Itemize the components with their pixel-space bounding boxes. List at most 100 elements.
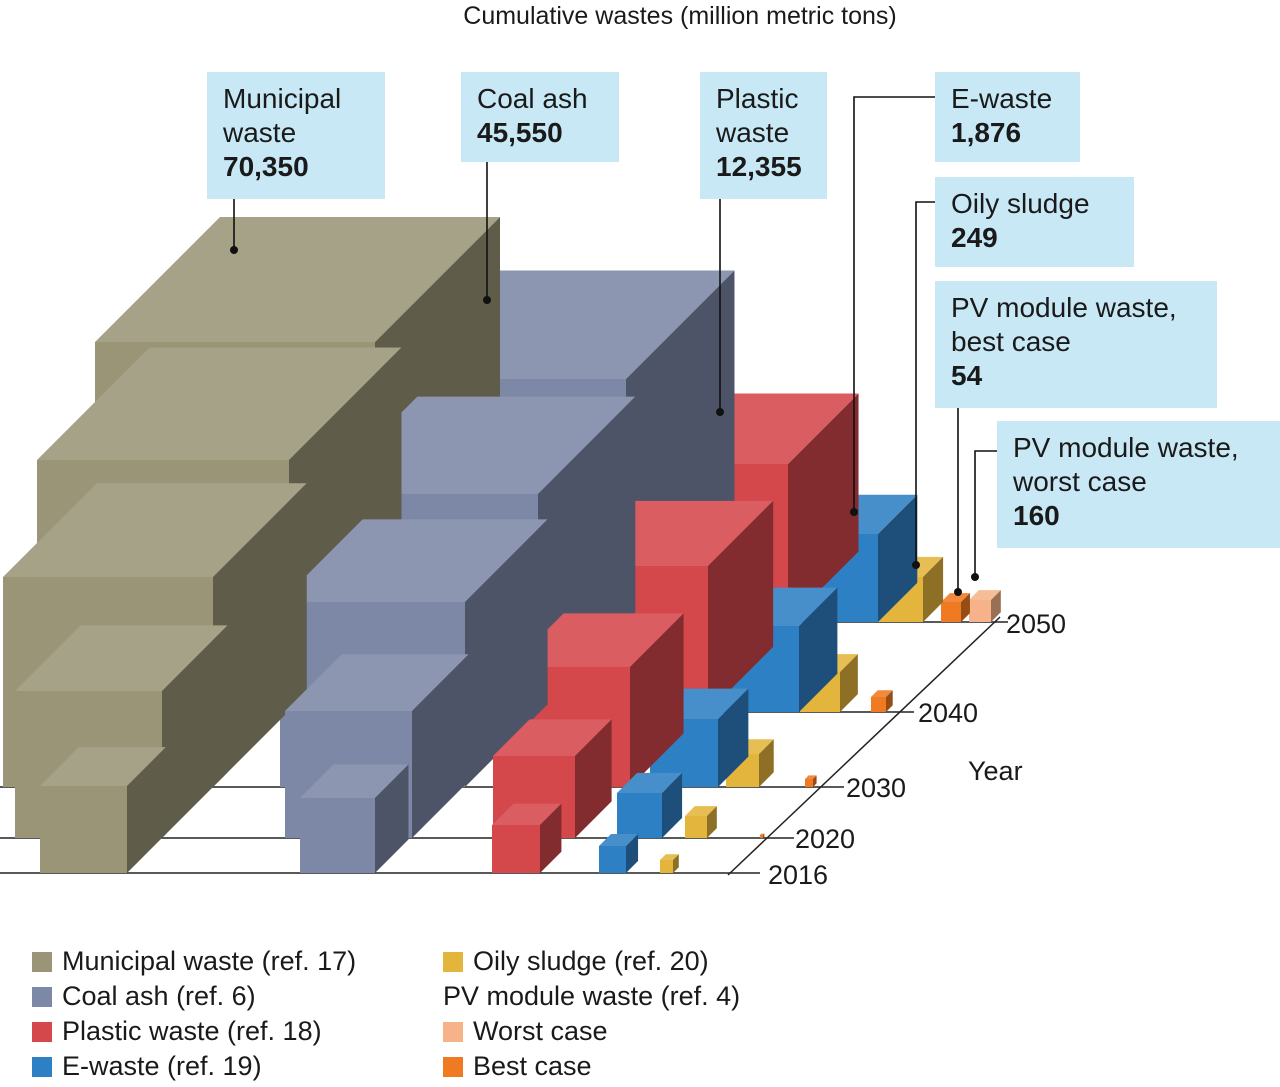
callout-name-line: worst case (1013, 466, 1147, 497)
cube-top (599, 833, 639, 846)
cube-side (465, 519, 548, 787)
legend-swatch (32, 987, 52, 1007)
callout-name-line: Oily sludge (951, 188, 1090, 219)
callout-value: 45,550 (477, 117, 563, 148)
cube-pv_worst-2050 (969, 590, 1001, 622)
callout-name-line: E-waste (951, 83, 1053, 114)
cube-top (510, 613, 684, 667)
cube-side (673, 854, 679, 873)
cube-side (718, 688, 749, 787)
cube-top (40, 747, 166, 786)
legend-item-oily: Oily sludge (ref. 20) (443, 944, 740, 979)
chart-title: Cumulative wastes (million metric tons) (463, 2, 897, 30)
cube-pv_best-2050 (941, 593, 970, 622)
cube-side (923, 556, 944, 622)
cube-front (941, 602, 961, 622)
cube-pv_best-2020 (760, 833, 765, 838)
legend-swatch (443, 1022, 463, 1042)
cube-side (763, 833, 765, 838)
cube-side (127, 747, 166, 873)
leader-ewaste (853, 96, 935, 512)
year-label-2016: 2016 (768, 860, 829, 890)
legend-swatch (32, 1022, 52, 1042)
legend-swatch (443, 952, 463, 972)
cube-plastic-2016 (492, 803, 562, 873)
callout-name-line: PV module waste, (1013, 432, 1239, 463)
legend-item-plastic: Plastic waste (ref. 18) (32, 1014, 356, 1049)
callout-plastic: Plastic waste 12,355 (700, 72, 827, 199)
legend-item-municipal: Municipal waste (ref. 17) (32, 944, 356, 979)
callout-name-line: waste (223, 117, 297, 148)
callout-value: 160 (1013, 500, 1060, 531)
cube-front (969, 600, 991, 622)
year-label-2030: 2030 (846, 773, 907, 803)
callout-name-line: Municipal (223, 83, 342, 114)
cube-side (707, 806, 717, 838)
cube-side (886, 690, 893, 712)
cube-front (492, 825, 540, 873)
callout-municipal: Municipal waste 70,350 (207, 72, 385, 199)
year-label-2040: 2040 (918, 698, 979, 728)
year-label-2050: 2050 (1006, 609, 1067, 639)
cube-side (878, 494, 918, 622)
cube-side (375, 764, 409, 873)
cube-top (660, 854, 679, 860)
cube-side (813, 775, 817, 787)
legend-label: Plastic waste (ref. 18) (62, 1016, 322, 1046)
cube-oily-2020 (685, 806, 717, 838)
cube-side (708, 500, 774, 712)
callout-name-line: Coal ash (477, 83, 588, 114)
callout-value: 1,876 (951, 117, 1022, 148)
legend-item-coal: Coal ash (ref. 6) (32, 979, 356, 1014)
callout-value: 54 (951, 360, 983, 391)
cube-municipal-2016 (40, 747, 166, 873)
cube-top (280, 519, 548, 602)
leader-dot-coal (483, 296, 491, 304)
cube-top (37, 347, 402, 460)
legend-group-pv: PV module waste (ref. 4) (443, 979, 740, 1014)
legend-label: Municipal waste (ref. 17) (62, 946, 357, 976)
cube-top (95, 217, 500, 342)
cube-top (760, 833, 765, 835)
legend-label: Worst case (473, 1016, 608, 1046)
legend-swatch (32, 1057, 52, 1077)
legend-label: Best case (473, 1051, 592, 1081)
cube-side (540, 803, 562, 873)
callout-ewaste: E-waste 1,876 (935, 72, 1080, 162)
cube-top (871, 690, 893, 697)
cube-top (941, 593, 970, 602)
cube-side (213, 483, 307, 787)
cube-side (799, 587, 838, 712)
leader-oily (915, 201, 935, 565)
callout-name-line: waste (716, 117, 790, 148)
leader-dot-pv_best (954, 588, 962, 596)
cube-side (662, 772, 683, 838)
year-label-2020: 2020 (795, 824, 856, 854)
cube-top (493, 719, 612, 756)
leader-dot-oily (912, 561, 920, 569)
leader-dot-plastic (716, 408, 724, 416)
cube-side (626, 833, 639, 873)
year-axis-label: Year (968, 756, 1023, 786)
callout-coal: Coal ash 45,550 (461, 72, 619, 162)
callout-pv_best: PV module waste, best case 54 (935, 281, 1217, 408)
cube-group (3, 217, 1001, 873)
depth-axis (727, 616, 1001, 876)
cube-front (617, 793, 662, 838)
cube-front (599, 846, 626, 873)
cube-side (788, 393, 859, 622)
legend-swatch (32, 952, 52, 972)
cube-front (40, 786, 127, 873)
callout-name-line: PV module waste, (951, 292, 1177, 323)
cube-top (3, 483, 307, 577)
cube-side (575, 719, 612, 838)
cube-side (991, 590, 1001, 622)
callout-leaders (230, 96, 997, 596)
cube-top (492, 803, 562, 825)
callout-name-line: best case (951, 326, 1071, 357)
cube-top (805, 775, 817, 779)
cube-top (685, 806, 717, 816)
legend-label: Coal ash (ref. 6) (62, 981, 256, 1011)
cube-pv_best-2030 (805, 775, 817, 787)
